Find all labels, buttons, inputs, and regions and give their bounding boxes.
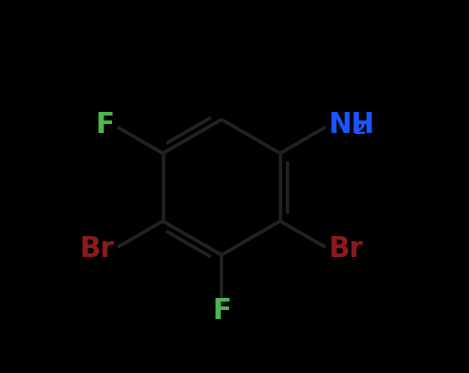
- Text: Br: Br: [329, 235, 364, 263]
- Text: NH: NH: [329, 111, 375, 139]
- Text: F: F: [95, 111, 114, 139]
- Text: 2: 2: [354, 120, 366, 138]
- Text: Br: Br: [79, 235, 114, 263]
- Text: F: F: [212, 297, 231, 325]
